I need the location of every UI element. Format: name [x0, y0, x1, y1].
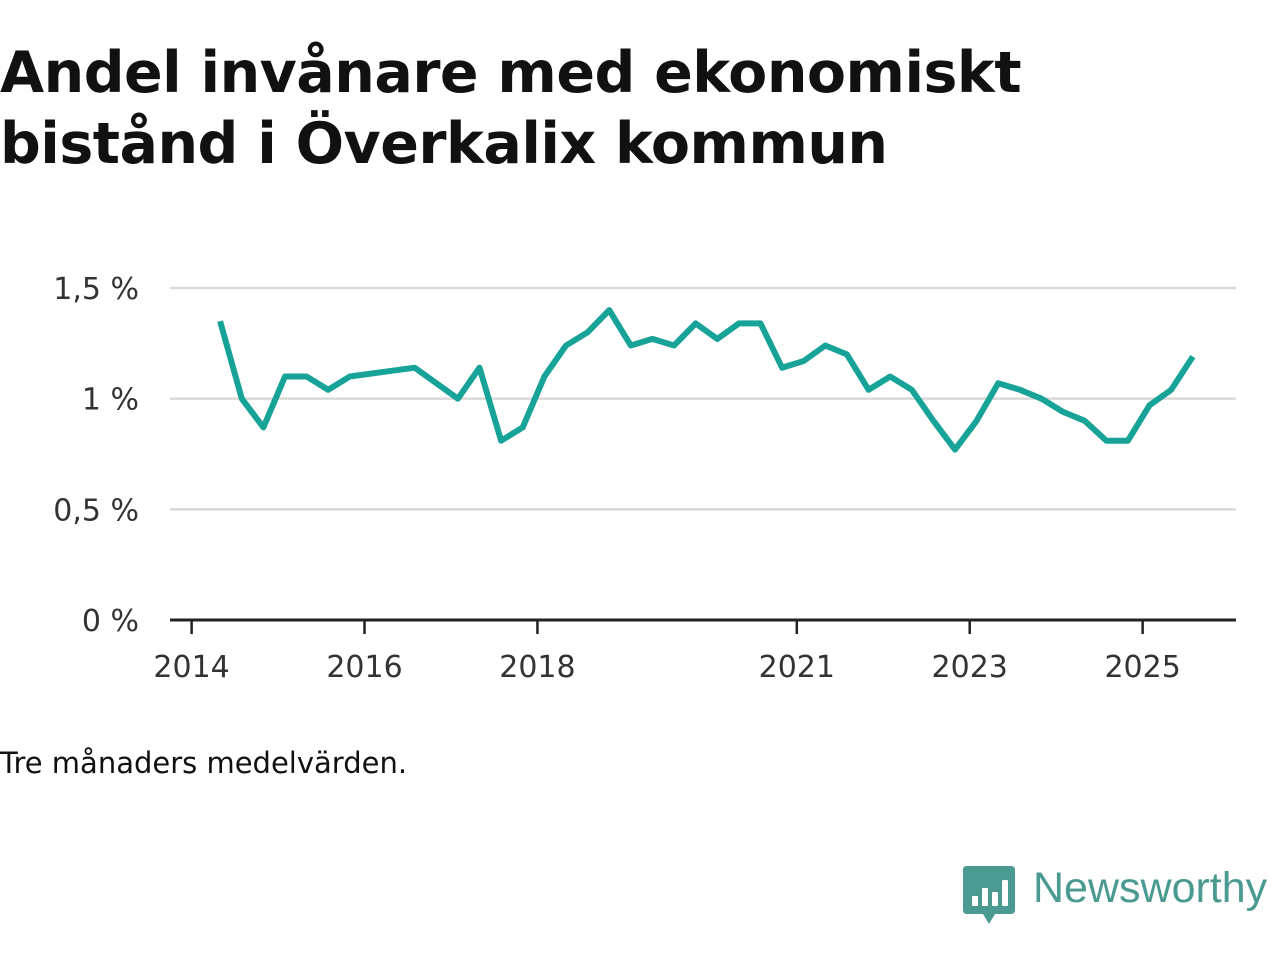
data-point	[239, 396, 245, 402]
data-point	[930, 418, 936, 424]
y-tick-label: 0,5 %	[53, 493, 139, 528]
y-tick-label: 1 %	[82, 383, 139, 418]
data-point	[801, 358, 807, 364]
gridlines	[170, 286, 1236, 511]
data-point	[714, 336, 720, 342]
x-tick-label: 2014	[153, 650, 229, 685]
data-point	[455, 396, 461, 402]
data-point	[412, 365, 418, 371]
x-tick-label: 2016	[326, 650, 402, 685]
chart-title-line-2: bistånd i Överkalix kommun	[0, 111, 888, 177]
y-axis-labels: 0 % 0,5 % 1 % 1,5 %	[53, 272, 139, 639]
data-point	[477, 365, 483, 371]
data-point	[1190, 354, 1196, 360]
data-point	[887, 374, 893, 380]
y-tick-label: 1,5 %	[53, 272, 139, 307]
data-point	[649, 336, 655, 342]
x-tick-label: 2025	[1104, 650, 1180, 685]
data-point	[866, 387, 872, 393]
data-point	[498, 438, 504, 444]
data-point	[628, 343, 634, 349]
x-tick-label: 2023	[932, 650, 1008, 685]
data-point	[952, 447, 958, 453]
data-point	[585, 329, 591, 335]
data-point	[325, 387, 331, 393]
x-tick-label: 2018	[499, 650, 575, 685]
data-point	[974, 418, 980, 424]
data-point	[1168, 387, 1174, 393]
data-point	[282, 374, 288, 380]
data-point	[1147, 402, 1153, 408]
data-point	[693, 320, 699, 326]
line-chart: 0 % 0,5 % 1 % 1,5 % 2014 2016 2018 2021 2023 202…	[53, 272, 1236, 685]
x-tick-label: 2021	[759, 650, 835, 685]
data-point	[1038, 396, 1044, 402]
data-point	[563, 343, 569, 349]
chart-title-line-1: Andel invånare med ekonomiskt	[0, 40, 1022, 106]
newsworthy-logo-icon	[963, 866, 1015, 924]
data-point	[995, 380, 1001, 386]
brand-name: Newsworthy	[1033, 864, 1268, 912]
data-point	[347, 374, 353, 380]
data-point	[909, 387, 915, 393]
data-point	[433, 380, 439, 386]
data-point	[844, 351, 850, 357]
data-point	[217, 318, 223, 324]
data-point	[1060, 409, 1066, 415]
data-point	[1125, 438, 1131, 444]
x-axis: 2014 2016 2018 2021 2023 2025	[153, 618, 1236, 685]
series-line	[217, 307, 1196, 453]
chart-note: Tre månaders medelvärden.	[0, 746, 408, 780]
data-point	[520, 424, 526, 430]
data-point	[757, 320, 763, 326]
data-point	[606, 307, 612, 313]
data-point	[671, 343, 677, 349]
data-point	[1103, 438, 1109, 444]
y-tick-label: 0 %	[82, 604, 139, 639]
data-point	[779, 365, 785, 371]
data-point	[1082, 418, 1088, 424]
chart-title: Andel invånare med ekonomiskt bistånd i …	[0, 38, 1150, 180]
data-point	[541, 374, 547, 380]
series-layer	[217, 307, 1196, 453]
data-point	[260, 424, 266, 430]
data-point	[304, 374, 310, 380]
data-point	[822, 343, 828, 349]
data-point	[736, 320, 742, 326]
data-point	[1017, 387, 1023, 393]
